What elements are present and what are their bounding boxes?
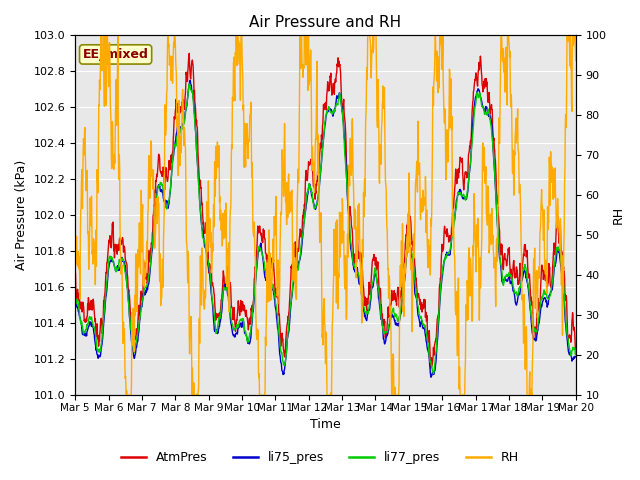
X-axis label: Time: Time	[310, 419, 341, 432]
Title: Air Pressure and RH: Air Pressure and RH	[250, 15, 401, 30]
Legend: AtmPres, li75_pres, li77_pres, RH: AtmPres, li75_pres, li77_pres, RH	[116, 446, 524, 469]
Y-axis label: Air Pressure (kPa): Air Pressure (kPa)	[15, 160, 28, 270]
Y-axis label: RH: RH	[612, 206, 625, 224]
Text: EE_mixed: EE_mixed	[83, 48, 148, 61]
